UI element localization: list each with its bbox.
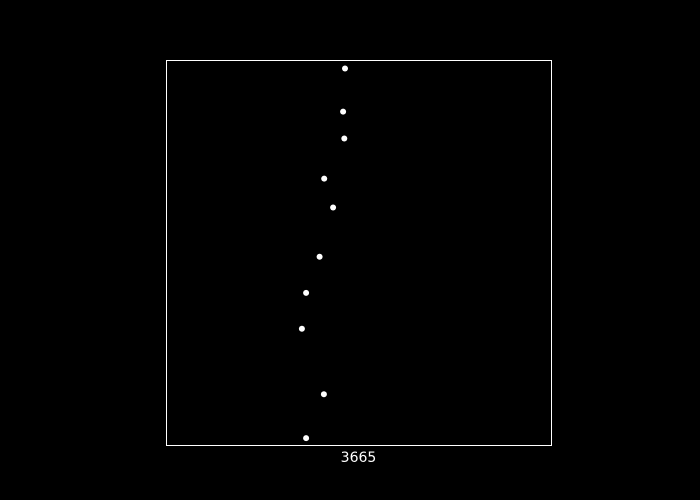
x-axis-label: 3665 [341,450,377,466]
data-point [341,135,348,142]
data-points [298,65,348,442]
data-point [342,65,348,72]
data-point [316,253,323,260]
plot-frame [166,60,552,446]
data-point [321,175,328,182]
data-point [298,325,305,332]
data-point [320,391,327,398]
data-point [303,435,310,442]
data-point [330,204,337,211]
data-point [340,108,347,115]
data-point [303,289,310,296]
